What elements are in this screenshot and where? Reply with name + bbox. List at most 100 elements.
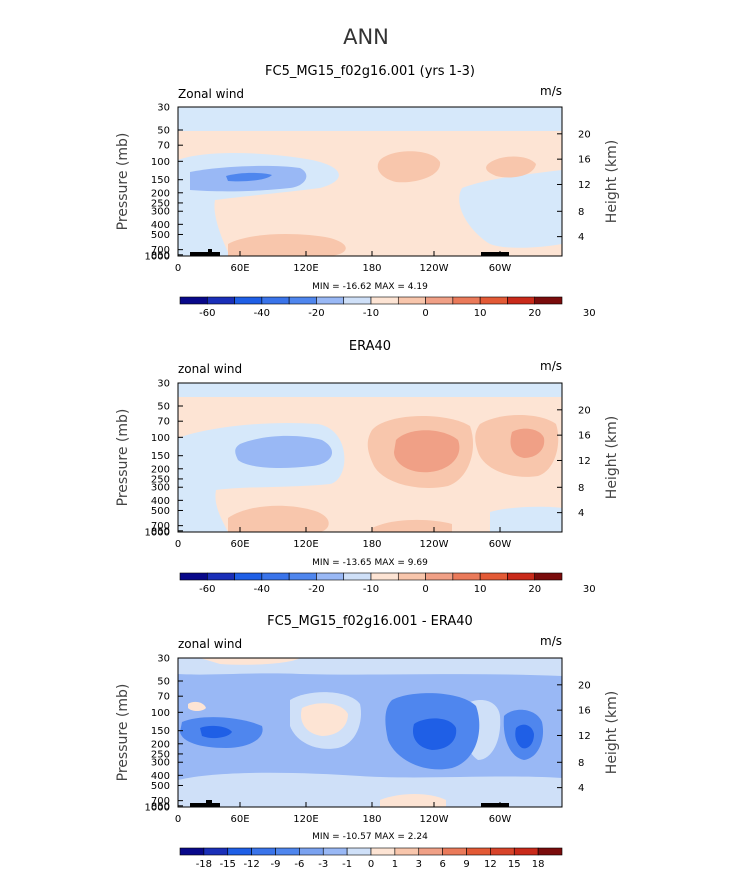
colorbar-swatch: [418, 847, 443, 856]
x-tick-label: 60E: [230, 814, 249, 825]
colorbar-swatch: [346, 847, 372, 856]
colorbar-label: -40: [254, 308, 270, 319]
colorbar-swatch: [490, 847, 515, 856]
y-tick-label: 500: [151, 781, 170, 792]
contour-fill-neutral-low: [178, 107, 562, 131]
colorbar-swatch: [537, 847, 563, 856]
contour-fill-peach: [377, 151, 441, 183]
x-tick-label: 60W: [489, 263, 512, 274]
variable-label: zonal wind: [178, 362, 242, 376]
colorbar-swatch: [442, 847, 467, 856]
y-tick-label: 100: [151, 708, 170, 719]
colorbar: -60 -40 -20 -10 0 10 20 30: [179, 572, 596, 595]
colorbar-label: -40: [254, 584, 270, 595]
colorbar-label: 6: [439, 859, 445, 870]
y-tick-label: 50: [157, 677, 170, 688]
terrain-mask: [190, 252, 220, 256]
units-label: m/s: [540, 84, 562, 98]
colorbar-label: 0: [422, 584, 428, 595]
y-tick-label: 1000: [145, 803, 170, 814]
y-tick-label: 300: [151, 758, 170, 769]
colorbar-label: 20: [528, 308, 541, 319]
y2-tick-label: 8: [578, 758, 584, 769]
y-tick-label: 70: [157, 417, 170, 428]
y-axis-title: Pressure (mb): [115, 684, 131, 782]
variable-label: zonal wind: [178, 637, 242, 651]
colorbar-swatch: [234, 572, 263, 581]
y-tick-label: 50: [157, 402, 170, 413]
stats-label: MIN = -10.57 MAX = 2.24: [312, 832, 428, 842]
panel-obs: ERA40 zonal wind m/s 0 60E 120E 180 120W 60W 3…: [115, 339, 620, 595]
plot-frame: [177, 657, 563, 808]
colorbar-swatch: [203, 847, 229, 856]
contour-field: [178, 383, 562, 532]
y-tick-label: 30: [157, 379, 170, 390]
colorbar-label: -12: [243, 859, 259, 870]
colorbar-label: -1: [342, 859, 352, 870]
colorbar-label: -20: [308, 308, 324, 319]
colorbar-label: 15: [508, 859, 521, 870]
colorbar-swatch: [466, 847, 491, 856]
terrain-mask: [206, 800, 212, 804]
contour-fill-blue: [515, 724, 534, 749]
page-title: ANN: [343, 25, 389, 49]
colorbar: -18 -15 -12 -9 -6 -3 -1 0 1 3 6 9 12 15 18: [179, 847, 563, 870]
colorbar-swatch: [534, 572, 563, 581]
y-tick-label: 850: [151, 250, 170, 261]
x-tick-label: 60E: [230, 539, 249, 550]
panel-title: FC5_MG15_f02g16.001 (yrs 1-3): [265, 64, 475, 79]
y-tick-label: 100: [151, 157, 170, 168]
colorbar-label: 30: [583, 584, 596, 595]
colorbar-swatch: [397, 296, 426, 305]
contour-field: [178, 107, 562, 256]
colorbar-swatch: [507, 572, 536, 581]
y-tick-label: 30: [157, 654, 170, 665]
colorbar-label: -60: [199, 308, 215, 319]
colorbar-label: 3: [416, 859, 422, 870]
colorbar-swatch: [370, 296, 399, 305]
x-tick-label: 120E: [293, 263, 318, 274]
y-tick-label: 30: [157, 103, 170, 114]
y-tick-label: 100: [151, 433, 170, 444]
colorbar-label: 18: [532, 859, 545, 870]
colorbar-swatch: [425, 572, 454, 581]
colorbar-label: 0: [422, 308, 428, 319]
y-tick-label: 150: [151, 175, 170, 186]
y-tick-label: 400: [151, 220, 170, 231]
y-tick-label: 850: [151, 526, 170, 537]
colorbar-label: -10: [363, 584, 379, 595]
y-tick-label: 250: [151, 474, 170, 485]
panel-title: ERA40: [349, 339, 391, 354]
colorbar-swatch: [179, 296, 208, 305]
colorbar-label: 10: [474, 308, 487, 319]
colorbar-label: 12: [484, 859, 497, 870]
variable-label: Zonal wind: [178, 87, 244, 101]
y2-tick-label: 20: [578, 405, 591, 416]
y-tick-label: 500: [151, 230, 170, 241]
colorbar-swatch: [394, 847, 420, 856]
colorbar-swatch: [479, 572, 508, 581]
y2-tick-label: 12: [578, 456, 591, 467]
y2-tick-label: 4: [578, 508, 584, 519]
y-tick-label: 150: [151, 726, 170, 737]
colorbar-label: 9: [463, 859, 469, 870]
x-tick-label: 0: [175, 814, 181, 825]
y-tick-label: 1000: [145, 528, 170, 539]
contour-fill-peach-pale: [380, 794, 446, 807]
y-tick-label: 250: [151, 198, 170, 209]
contour-fill-peach-pale: [200, 658, 300, 665]
colorbar-swatch: [261, 296, 290, 305]
colorbar: -60 -40 -20 -10 0 10 20 30: [179, 296, 596, 319]
plot-frame: [177, 382, 563, 533]
colorbar-swatch: [452, 296, 481, 305]
colorbar-label: -18: [196, 859, 212, 870]
colorbar-swatch: [299, 847, 324, 856]
colorbar-label: 1: [392, 859, 398, 870]
x-tick-label: 180: [362, 539, 381, 550]
colorbar-swatch: [275, 847, 300, 856]
colorbar-swatch: [322, 847, 348, 856]
y-tick-label: 200: [151, 188, 170, 199]
x-tick-label: 120W: [420, 539, 449, 550]
colorbar-swatch: [179, 572, 208, 581]
colorbar-label: -3: [318, 859, 328, 870]
